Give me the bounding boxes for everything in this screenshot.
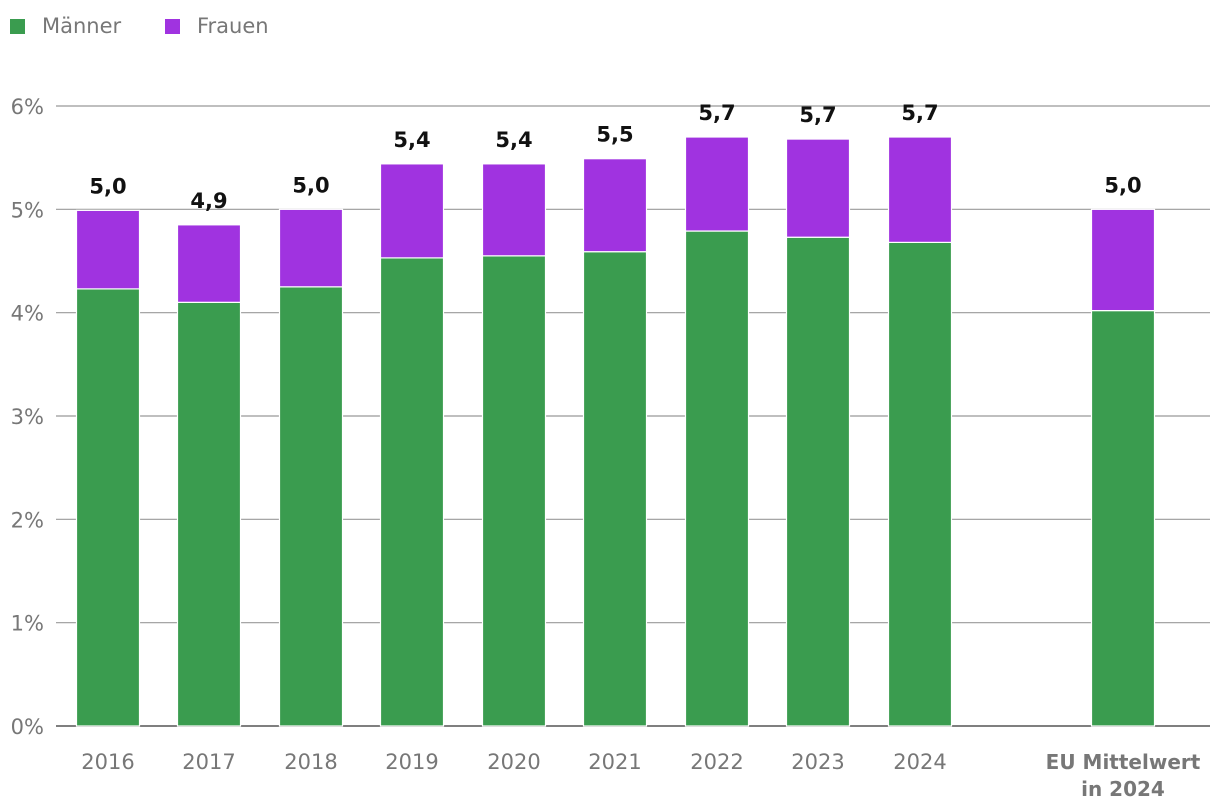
bar-frauen: [75, 209, 141, 290]
x-tick-label: 2017: [182, 750, 235, 774]
total-label: 5,4: [495, 128, 532, 152]
bars: [75, 136, 1156, 727]
y-tick-label: 3%: [11, 405, 44, 429]
bar-maenner: [582, 251, 648, 727]
bar-frauen: [684, 136, 750, 232]
bar-frauen: [1090, 208, 1156, 312]
bar-maenner: [887, 241, 953, 727]
total-label: 5,0: [292, 173, 329, 197]
bar-maenner: [379, 257, 445, 727]
x-tick-label: 2020: [487, 750, 540, 774]
bar-maenner: [785, 236, 851, 727]
x-tick-label: 2016: [81, 750, 134, 774]
bar-frauen: [379, 163, 445, 259]
bar-maenner: [1090, 310, 1156, 727]
total-label: 5,0: [89, 174, 126, 198]
legend-label-frauen: Frauen: [197, 14, 269, 38]
x-tick-label: EU Mittelwert: [1046, 750, 1201, 774]
bar-maenner: [684, 230, 750, 727]
legend: Männer Frauen: [10, 14, 269, 38]
bar-frauen: [785, 138, 851, 238]
bar-frauen: [278, 208, 344, 288]
bar-maenner: [176, 301, 242, 727]
total-label: 5,4: [393, 128, 430, 152]
bar-maenner: [278, 286, 344, 727]
x-tick-label: 2024: [893, 750, 946, 774]
bar-maenner: [481, 255, 547, 727]
y-tick-label: 4%: [11, 302, 44, 326]
y-tick-label: 1%: [11, 612, 44, 636]
total-label: 5,7: [799, 103, 836, 127]
x-tick-label: 2023: [791, 750, 844, 774]
y-axis: 0% 1% 2% 3% 4% 5% 6%: [11, 95, 44, 739]
y-tick-label: 2%: [11, 508, 44, 532]
bar-frauen: [582, 158, 648, 253]
x-tick-label: 2021: [588, 750, 641, 774]
total-labels: 5,0 4,9 5,0 5,4 5,4 5,5 5,7 5,7 5,7 5,0: [89, 101, 1141, 213]
legend-swatch-frauen: [165, 19, 180, 34]
x-tick-label: 2022: [690, 750, 743, 774]
x-tick-label: 2018: [284, 750, 337, 774]
x-tick-label: 2019: [385, 750, 438, 774]
bar-frauen: [176, 224, 242, 303]
y-tick-label: 6%: [11, 95, 44, 119]
total-label: 5,7: [698, 101, 735, 125]
y-tick-label: 5%: [11, 198, 44, 222]
legend-label-maenner: Männer: [42, 14, 122, 38]
total-label: 5,5: [596, 123, 633, 147]
bar-frauen: [887, 136, 953, 244]
total-label: 5,7: [901, 101, 938, 125]
y-tick-label: 0%: [11, 715, 44, 739]
total-label: 4,9: [190, 189, 227, 213]
x-tick-label: in 2024: [1081, 777, 1165, 801]
legend-swatch-maenner: [10, 19, 25, 34]
x-axis: 2016 2017 2018 2019 2020 2021 2022 2023 2024 EU M…: [81, 750, 1200, 801]
bar-frauen: [481, 163, 547, 257]
total-label: 5,0: [1104, 173, 1141, 197]
bar-maenner: [75, 288, 141, 727]
